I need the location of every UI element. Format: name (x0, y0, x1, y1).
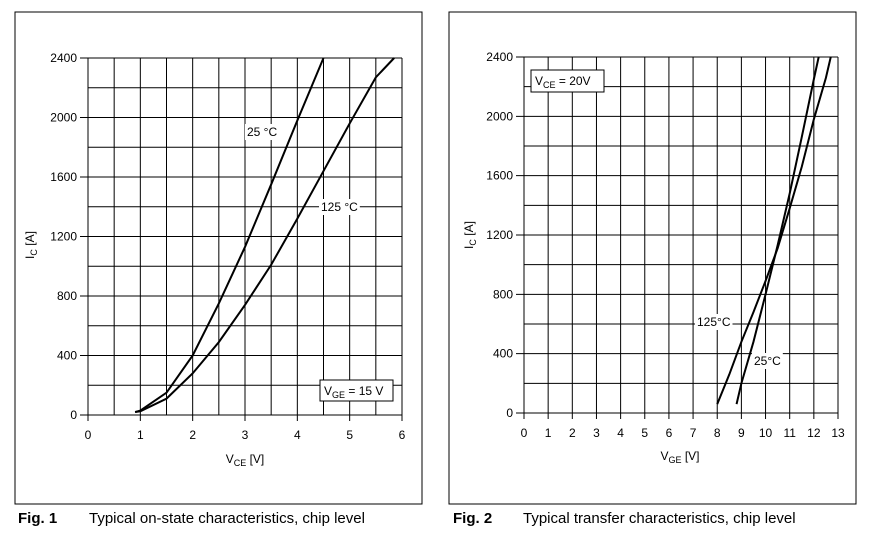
series-label: 25°C (754, 354, 781, 368)
series-label: 125 °C (321, 200, 358, 214)
annotation-rest: = 15 V (345, 384, 383, 398)
x-tick-label: 3 (593, 426, 600, 440)
y-tick-label: 1600 (486, 169, 513, 183)
chart-frame (448, 11, 857, 505)
figure-caption: Typical on-state characteristics, chip l… (89, 510, 365, 527)
figure-number: Fig. 1 (18, 510, 57, 527)
figure-caption: Typical transfer characteristics, chip l… (523, 510, 796, 527)
x-tick-label: 5 (641, 426, 648, 440)
x-axis-label-main: V (226, 452, 234, 466)
y-tick-label: 2000 (50, 111, 77, 125)
x-tick-label: 12 (807, 426, 821, 440)
y-tick-label: 2000 (486, 109, 513, 123)
x-axis-label-rest: [V] (682, 449, 700, 463)
y-tick-label: 2400 (486, 50, 513, 64)
x-tick-label: 13 (831, 426, 845, 440)
x-tick-label: 4 (294, 428, 301, 442)
y-tick-label: 400 (493, 347, 513, 361)
y-tick-label: 0 (70, 408, 77, 422)
x-tick-label: 6 (399, 428, 406, 442)
data-line (735, 56, 820, 405)
y-tick-label: 1600 (50, 170, 77, 184)
x-axis-label-rest: [V] (246, 452, 264, 466)
annotation-main: V (324, 384, 332, 398)
x-tick-label: 2 (189, 428, 196, 442)
annotation-main: V (535, 74, 543, 88)
x-tick-label: 9 (738, 426, 745, 440)
y-tick-label: 0 (506, 406, 513, 420)
y-axis-label-rest: [A] (23, 231, 37, 249)
y-axis-label-sub: C (29, 249, 39, 256)
series-label-bg (319, 199, 360, 215)
x-tick-label: 3 (242, 428, 249, 442)
figure-number: Fig. 2 (453, 510, 492, 527)
y-axis-label-main: I (462, 246, 476, 249)
series-label: 25 °C (247, 125, 277, 139)
y-tick-label: 1200 (486, 228, 513, 242)
series-label-bg (752, 353, 783, 369)
annotation-sub: GE (332, 390, 345, 400)
y-axis-label-sub: C (468, 239, 478, 246)
x-tick-label: 0 (521, 426, 528, 440)
annotation-rest: = 20V (556, 74, 591, 88)
x-tick-label: 1 (137, 428, 144, 442)
chart-frame (14, 11, 423, 505)
x-axis-label-sub: GE (668, 455, 681, 465)
annotation-box (319, 379, 394, 402)
annotation-box (530, 69, 605, 93)
x-tick-label: 6 (666, 426, 673, 440)
y-tick-label: 800 (57, 289, 77, 303)
y-axis-label-rest: [A] (462, 221, 476, 239)
x-tick-label: 4 (617, 426, 624, 440)
series-label: 125°C (697, 315, 731, 329)
annotation: VCE = 20V (535, 74, 591, 90)
y-axis-label: IC [A] (23, 231, 39, 259)
x-tick-label: 1 (545, 426, 552, 440)
x-tick-label: 0 (85, 428, 92, 442)
y-tick-label: 1200 (50, 230, 77, 244)
y-axis-label-main: I (23, 256, 37, 259)
x-axis-label: VGE [V] (660, 449, 699, 465)
y-tick-label: 800 (493, 287, 513, 301)
x-tick-label: 2 (569, 426, 576, 440)
y-axis-label: IC [A] (462, 221, 478, 249)
x-axis-label-main: V (660, 449, 668, 463)
x-axis-label: VCE [V] (226, 452, 265, 468)
series-label-bg (245, 124, 280, 140)
y-tick-label: 400 (57, 349, 77, 363)
data-line (134, 57, 395, 414)
data-line (134, 57, 325, 413)
series-label-bg (695, 314, 733, 330)
x-axis-label-sub: CE (234, 458, 247, 468)
x-tick-label: 10 (759, 426, 773, 440)
x-tick-label: 8 (714, 426, 721, 440)
x-tick-label: 7 (690, 426, 697, 440)
x-tick-label: 11 (783, 426, 796, 440)
annotation-sub: CE (543, 80, 556, 90)
x-tick-label: 5 (346, 428, 353, 442)
annotation: VGE = 15 V (324, 384, 383, 400)
y-tick-label: 2400 (50, 51, 77, 65)
